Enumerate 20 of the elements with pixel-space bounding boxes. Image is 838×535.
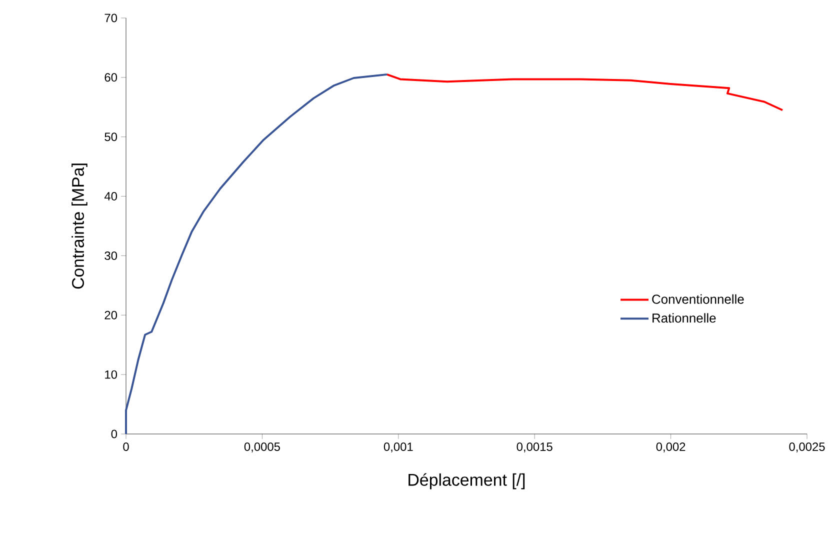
y-tick-label: 30 [104, 251, 118, 260]
y-tick-label: 0 [111, 430, 118, 438]
y-tick-label: 70 [104, 14, 118, 22]
legend-label: Conventionnelle [652, 294, 744, 304]
y-tick-label: 20 [104, 310, 118, 320]
y-tick-label: 10 [105, 370, 118, 379]
y-tick-label: 60 [104, 73, 118, 82]
x-tick-label: 0,0005 [244, 442, 280, 452]
x-tick-label: 0 [123, 442, 129, 451]
x-tick-label: 0,002 [656, 442, 686, 452]
x-tick-label: 0,0025 [789, 442, 825, 452]
legend-label: Rationnelle [652, 313, 716, 323]
y-axis-title: Contrainte [MPa] [72, 164, 88, 289]
line-series [386, 73, 784, 112]
y-tick-label: 50 [104, 132, 118, 142]
line-series [125, 73, 388, 435]
x-tick-label: 0,001 [384, 442, 413, 452]
x-axis-title: Déplacement [/] [408, 473, 525, 490]
x-tick-label: 0,0015 [516, 442, 552, 452]
y-tick-label: 40 [104, 192, 118, 200]
